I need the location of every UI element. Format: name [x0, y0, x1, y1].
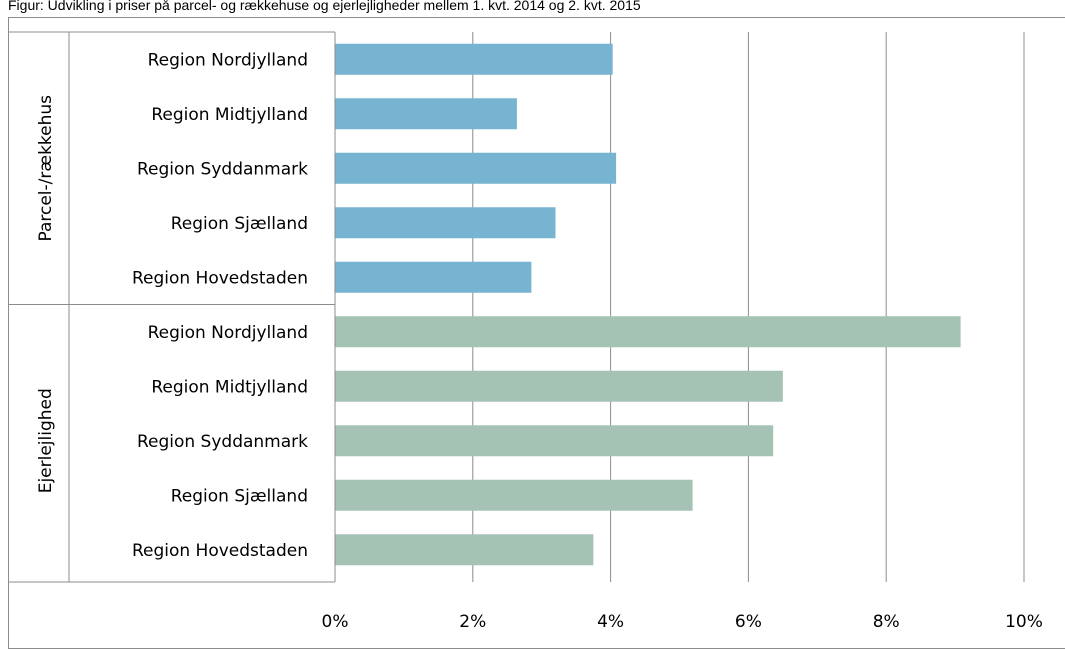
bar [335, 370, 783, 402]
category-label: Region Nordjylland [148, 323, 308, 343]
x-tick-label: 10% [1005, 612, 1043, 632]
category-label: Region Syddanmark [137, 159, 308, 179]
bar [335, 316, 961, 348]
group-label: Parcel-/rækkehus [36, 95, 56, 242]
category-label: Region Midtjylland [151, 105, 308, 125]
category-label: Region Hovedstaden [132, 541, 308, 561]
bar [335, 534, 594, 566]
bar [335, 479, 693, 511]
group-label: Ejerlejlighed [36, 388, 56, 493]
bar [335, 207, 556, 239]
x-tick-label: 2% [459, 612, 486, 632]
category-label: Region Sjælland [171, 486, 308, 506]
group-frame [9, 31, 336, 583]
chart-frame: Region Nordjylland Region Midtjylland Regi… [8, 17, 1065, 649]
category-label: Region Hovedstaden [132, 268, 308, 288]
bar [335, 425, 774, 457]
x-tick-label: 0% [322, 612, 349, 632]
bar [335, 261, 532, 293]
category-labels: Region Nordjylland Region Midtjylland Regi… [36, 50, 308, 561]
x-tick-labels: 0% 2% 4% 6% 8% 10% [322, 612, 1043, 632]
bar [335, 43, 613, 75]
bar [335, 152, 617, 184]
bar [335, 98, 517, 130]
x-tick-label: 6% [735, 612, 762, 632]
x-tick-label: 8% [873, 612, 900, 632]
chart-title: Figur: Udvikling i priser på parcel- og … [8, 0, 641, 13]
x-tick-label: 4% [597, 612, 624, 632]
category-label: Region Nordjylland [148, 50, 308, 70]
bars [335, 43, 961, 566]
category-label: Region Sjælland [171, 214, 308, 234]
bar-chart: Region Nordjylland Region Midtjylland Regi… [9, 31, 1043, 632]
category-label: Region Midtjylland [151, 377, 308, 397]
category-label: Region Syddanmark [137, 432, 308, 452]
